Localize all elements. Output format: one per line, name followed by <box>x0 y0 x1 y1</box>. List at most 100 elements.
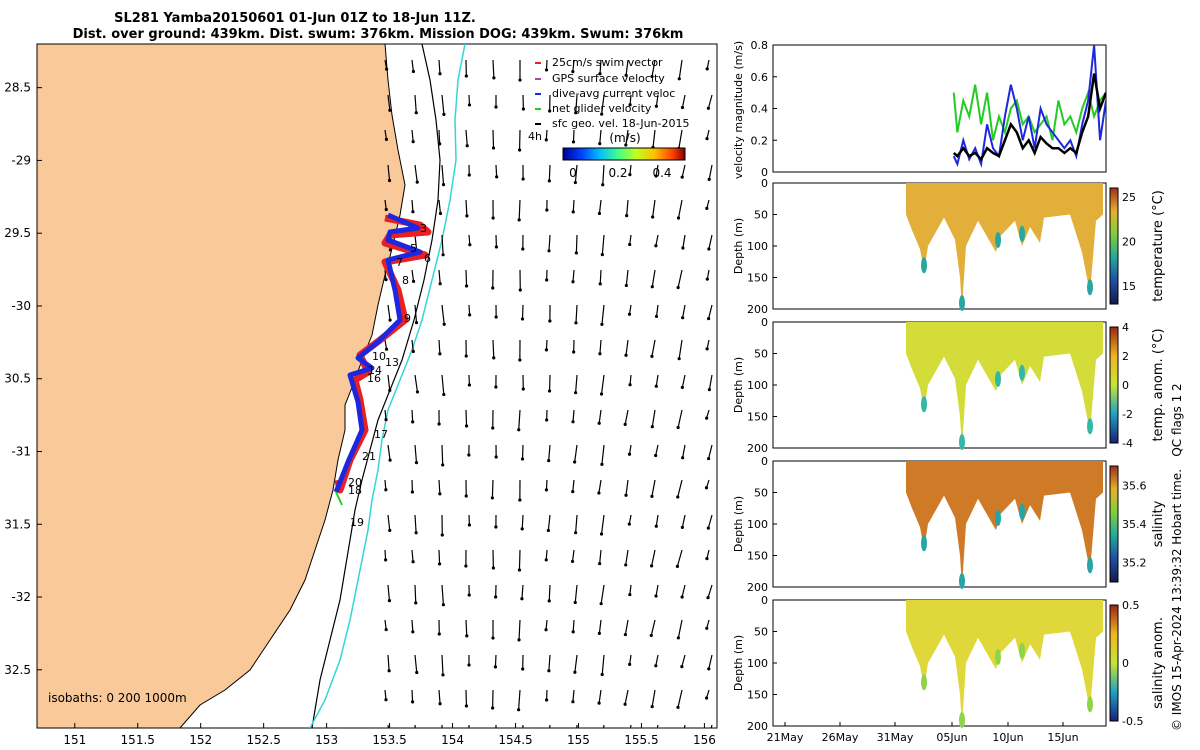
section-deep-tip <box>921 396 927 413</box>
colorbar-tick-label: 4 <box>1122 321 1129 334</box>
velocity-arrow <box>676 549 683 567</box>
section-x-tick-label: 10Jun <box>992 731 1023 744</box>
velocity-arrow <box>411 129 414 142</box>
legend-label: GPS surface velocity <box>552 72 665 85</box>
velocity-arrow-head <box>521 107 525 111</box>
velocity-arrow-head <box>518 498 522 502</box>
velocity-arrow-head <box>544 558 548 562</box>
velocity-arrow-head <box>440 533 444 537</box>
velocity-arrow-head <box>676 705 680 709</box>
section-y-tick-label: 150 <box>747 689 768 702</box>
velocity-arrow <box>651 339 656 357</box>
velocity-arrow-head <box>654 384 658 388</box>
velocity-arrow-head <box>384 558 388 562</box>
velocity-arrow-head <box>491 286 495 290</box>
section-deep-tip <box>1087 557 1093 574</box>
velocity-arrow <box>599 129 602 144</box>
velocity-series-line <box>952 73 1106 162</box>
velocity-arrow-head <box>548 319 552 323</box>
velocity-arrow-head <box>414 601 418 605</box>
velocity-arrow-head <box>545 278 549 282</box>
velocity-arrow <box>575 94 578 113</box>
velocity-arrow <box>655 164 659 177</box>
section-deep-tip <box>1087 418 1093 435</box>
velocity-arrow-head <box>707 388 711 392</box>
section-deep-tip <box>1087 279 1093 296</box>
velocity-arrow-head <box>705 416 709 420</box>
section-y-tick-label: 100 <box>747 518 768 531</box>
velocity-arrow <box>707 584 713 598</box>
velocity-arrow-head <box>464 424 469 428</box>
velocity-arrow-head <box>467 383 472 387</box>
section-deep-tip <box>1019 225 1025 242</box>
velocity-arrow-head <box>384 698 388 702</box>
velocity-arrow-head <box>437 632 441 636</box>
waypoint-label: 3 <box>420 222 427 235</box>
section-y-tick-label: 0 <box>761 316 768 329</box>
velocity-arrow-head <box>384 347 389 351</box>
velocity-arrow-head <box>467 593 471 597</box>
velocity-arrow-head <box>442 392 446 397</box>
map-colorbar <box>562 147 686 161</box>
velocity-arrow-head <box>464 354 468 358</box>
footer-credit: © IMOS 15-Apr-2024 13:39:32 Hobart time. <box>1170 469 1184 731</box>
velocity-arrow-head <box>597 211 602 216</box>
colorbar-tick: 0.4 <box>652 166 671 180</box>
section-y-tick-label: 50 <box>754 209 768 222</box>
colorbar-tick: 0.2 <box>608 166 627 180</box>
velocity-arrow-head <box>410 700 415 704</box>
velocity-arrow-head <box>571 280 575 284</box>
velocity-arrow-head <box>388 388 392 392</box>
velocity-arrow-head <box>707 667 711 671</box>
velocity-arrow <box>387 164 391 181</box>
velocity-arrow <box>601 304 605 325</box>
scale-label: 4h <box>528 130 542 143</box>
velocity-arrow-head <box>705 206 709 210</box>
velocity-arrow-head <box>387 178 392 183</box>
velocity-arrow <box>468 304 471 315</box>
velocity-arrow-head <box>438 282 442 286</box>
velocity-arrow-head <box>624 73 628 77</box>
velocity-arrow-head <box>547 599 551 603</box>
velocity-arrow <box>518 549 521 570</box>
velocity-arrow <box>681 584 686 598</box>
velocity-arrow <box>625 479 629 496</box>
velocity-arrow-head <box>494 735 497 738</box>
velocity-arrow-head <box>544 628 548 632</box>
map-y-tick-label: 29.5 <box>4 226 31 240</box>
velocity-panel: velocity magnitude (m/s) 0 0.2 0.4 0.6 0.8 <box>732 39 1107 179</box>
velocity-arrow-head <box>441 463 445 467</box>
section-deep-tip <box>1019 364 1025 381</box>
map-y-tick-label: 31.5 <box>4 517 31 531</box>
velocity-arrow-head <box>494 525 498 529</box>
velocity-arrow-head <box>467 103 472 107</box>
velocity-arrow-head <box>628 103 632 107</box>
velocity-arrow <box>624 619 629 635</box>
velocity-arrow-head <box>571 630 575 634</box>
waypoint-label: 9 <box>404 312 411 325</box>
velocity-arrow-head <box>650 704 654 709</box>
velocity-arrow <box>548 164 551 181</box>
waypoint-label: 20 <box>348 476 362 489</box>
section-deep-tip <box>1019 503 1025 520</box>
velocity-arrow <box>545 549 548 560</box>
velocity-arrow <box>598 199 602 214</box>
velocity-arrow-head <box>441 183 446 187</box>
velocity-arrow <box>572 199 575 212</box>
colorbar-label: temp. anom. (°C) <box>1151 328 1166 441</box>
velocity-arrow-head <box>706 526 710 530</box>
velocity-arrow-head <box>467 453 471 457</box>
velocity-arrow <box>414 374 419 393</box>
velocity-arrow <box>651 549 656 567</box>
velocity-arrow-head <box>681 316 685 320</box>
velocity-arrow-head <box>625 214 629 218</box>
section-y-tick-label: 150 <box>747 411 768 424</box>
section-x-tick-label: 26May <box>822 731 859 744</box>
legend-label: 25cm/s swim vector <box>552 56 663 69</box>
velocity-arrow-head <box>410 490 415 494</box>
section-y-tick-label: 150 <box>747 272 768 285</box>
section-deep-tip <box>995 510 1001 526</box>
velocity-arrow-head <box>681 246 685 250</box>
map-y-tick-label: 30.5 <box>4 372 31 386</box>
